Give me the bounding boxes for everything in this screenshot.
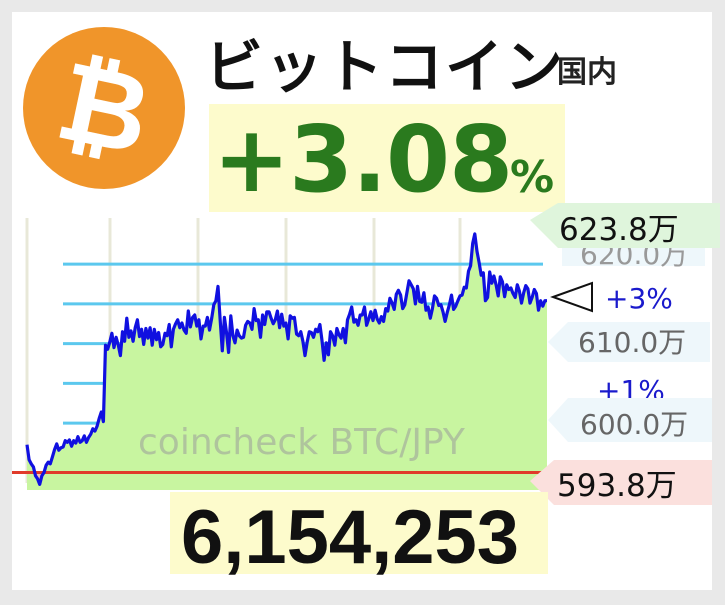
price-highlight [170, 492, 548, 574]
grid-label-610: 610.0万 [578, 326, 686, 359]
grid-label-bg-610 [548, 322, 710, 362]
change-percent: +3.08 [213, 106, 513, 213]
pct-label-3: +3% [605, 282, 673, 315]
change-percent-unit: % [510, 152, 555, 203]
current-price: 6,154,253 [180, 495, 520, 580]
change-highlight [209, 104, 565, 212]
bitcoin-logo: ₿ [23, 27, 185, 189]
grid-label-bg-600 [548, 398, 712, 442]
low-label-bg [530, 460, 712, 505]
high-label: 623.8万 [559, 212, 679, 248]
grid-label-600: 600.0万 [580, 408, 688, 441]
current-marker-icon [550, 281, 593, 313]
asset-title: ビットコイン [205, 33, 566, 101]
low-label: 593.8万 [557, 468, 677, 504]
price-line [25, 232, 547, 486]
chart-watermark: coincheck BTC/JPY [138, 422, 466, 463]
region-label: 国内 [557, 55, 617, 90]
high-label-bg [530, 203, 720, 248]
